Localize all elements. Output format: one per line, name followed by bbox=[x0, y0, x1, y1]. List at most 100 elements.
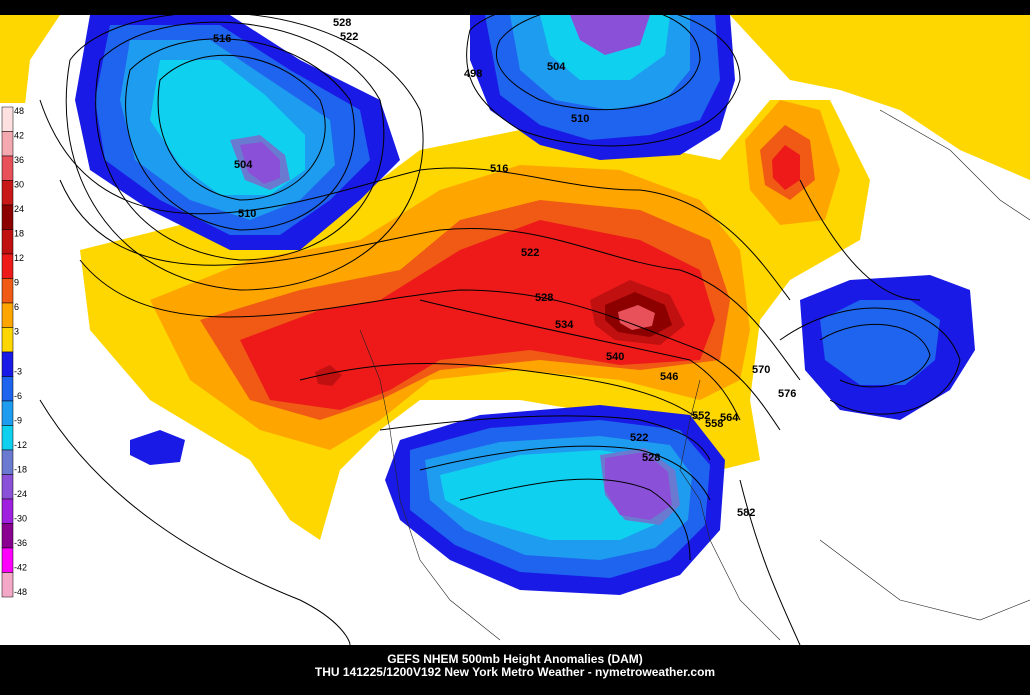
height-contour bbox=[466, 15, 741, 147]
colorbar-label: 3 bbox=[14, 327, 19, 337]
anomaly-positive-30 bbox=[618, 305, 655, 330]
contour-label: 558 bbox=[705, 418, 723, 430]
colorbar-swatch bbox=[1, 498, 14, 524]
colorbar-swatch bbox=[1, 400, 14, 426]
height-contour bbox=[419, 299, 741, 421]
contour-label: 516 bbox=[490, 163, 508, 175]
height-contour bbox=[739, 479, 801, 645]
colorbar-label: 12 bbox=[14, 253, 24, 263]
height-contour bbox=[39, 99, 791, 301]
colorbar-label: 24 bbox=[14, 204, 24, 214]
colorbar-swatch bbox=[1, 449, 14, 475]
contour-label: 552 bbox=[692, 410, 710, 422]
contour-label: 528 bbox=[535, 292, 553, 304]
anomaly-positive-3 bbox=[0, 15, 60, 300]
contour-label: 546 bbox=[660, 371, 678, 383]
anomaly-negative-24 bbox=[240, 142, 280, 184]
colorbar-label: 48 bbox=[14, 106, 24, 116]
height-contour bbox=[459, 478, 691, 561]
height-contour bbox=[59, 179, 801, 381]
contour-label: 570 bbox=[752, 364, 770, 376]
contour-label: 528 bbox=[333, 17, 351, 29]
height-contour bbox=[95, 21, 385, 261]
contour-label: 576 bbox=[778, 388, 796, 400]
colorbar-swatch bbox=[1, 572, 14, 598]
colorbar-label: -30 bbox=[14, 514, 27, 524]
colorbar-label: -3 bbox=[14, 367, 22, 377]
coastline bbox=[359, 329, 501, 641]
colorbar-legend: 48 42 36 30 24 18 12 9 6 3 -3 -6 -9 -12 -18 -24 -30 -36 -4… bbox=[0, 103, 28, 601]
coastline bbox=[679, 379, 781, 641]
height-contour bbox=[125, 38, 355, 231]
contour-label: 528 bbox=[642, 452, 660, 464]
anomaly-positive-18 bbox=[315, 365, 342, 386]
contour-label: 522 bbox=[630, 432, 648, 444]
colorbar-label: -36 bbox=[14, 538, 27, 548]
height-contour bbox=[495, 15, 701, 111]
contour-label: 540 bbox=[606, 351, 624, 363]
contour-label: 564 bbox=[720, 412, 739, 424]
colorbar-swatch bbox=[1, 278, 14, 304]
contour-label: 504 bbox=[547, 61, 566, 73]
colorbar-swatch bbox=[1, 106, 14, 132]
height-contour bbox=[65, 15, 424, 291]
colorbar-label: 9 bbox=[14, 278, 19, 288]
colorbar-swatch bbox=[1, 425, 14, 451]
colorbar-label: 36 bbox=[14, 155, 24, 165]
height-contour bbox=[799, 179, 921, 301]
height-contour bbox=[39, 399, 351, 645]
caption-title: GEFS NHEM 500mb Height Anomalies (DAM) bbox=[387, 652, 643, 666]
contour-label: 498 bbox=[464, 68, 482, 80]
height-contour bbox=[157, 54, 326, 201]
colorbar-label: 42 bbox=[14, 131, 24, 141]
colorbar-label: -18 bbox=[14, 465, 27, 475]
colorbar-label: -6 bbox=[14, 391, 22, 401]
contour-label: 534 bbox=[555, 319, 574, 331]
colorbar-swatch bbox=[1, 204, 14, 230]
coastline bbox=[879, 109, 1030, 221]
contour-label: 510 bbox=[238, 208, 256, 220]
anomaly-positive-3 bbox=[730, 15, 1030, 180]
contour-label: 522 bbox=[521, 247, 539, 259]
colorbar-swatch bbox=[1, 131, 14, 157]
anomaly-positive-12 bbox=[240, 220, 715, 410]
colorbar-label: -9 bbox=[14, 416, 22, 426]
colorbar-swatch bbox=[1, 302, 14, 328]
colorbar-label: -48 bbox=[14, 587, 27, 597]
height-contour bbox=[379, 415, 711, 461]
height-contour bbox=[819, 323, 931, 388]
colorbar-label: 18 bbox=[14, 229, 24, 239]
colorbar-label: -42 bbox=[14, 563, 27, 573]
height-contour bbox=[419, 445, 711, 501]
colorbar-swatch bbox=[1, 180, 14, 206]
colorbar-swatch bbox=[1, 547, 14, 573]
colorbar-label: 30 bbox=[14, 180, 24, 190]
colorbar-swatch bbox=[1, 229, 14, 255]
colorbar-swatch bbox=[1, 155, 14, 181]
colorbar-swatch bbox=[1, 523, 14, 549]
colorbar-swatch bbox=[1, 253, 14, 279]
caption-subtitle: THU 141225/1200V192 New York Metro Weath… bbox=[314, 665, 716, 679]
height-contour bbox=[299, 362, 701, 421]
height-contour bbox=[79, 259, 781, 431]
colorbar-label: -12 bbox=[14, 440, 27, 450]
coastline bbox=[819, 539, 1030, 621]
anomaly-negative-3 bbox=[130, 430, 185, 465]
anomaly-negative-24 bbox=[570, 15, 650, 55]
colorbar-swatch bbox=[1, 376, 14, 402]
colorbar-swatch bbox=[1, 474, 14, 500]
contour-label: 510 bbox=[571, 113, 589, 125]
height-contour bbox=[779, 307, 961, 415]
anomaly-positive-12 bbox=[772, 145, 800, 190]
contour-label: 516 bbox=[213, 33, 231, 45]
contour-label: 582 bbox=[737, 507, 755, 519]
colorbar-label: -24 bbox=[14, 489, 27, 499]
colorbar-label: 6 bbox=[14, 302, 19, 312]
anomaly-negative-6 bbox=[820, 300, 940, 385]
colorbar-swatch bbox=[1, 327, 14, 353]
contour-label: 504 bbox=[234, 159, 253, 171]
colorbar-swatch bbox=[1, 351, 14, 377]
contour-label: 522 bbox=[340, 31, 358, 43]
